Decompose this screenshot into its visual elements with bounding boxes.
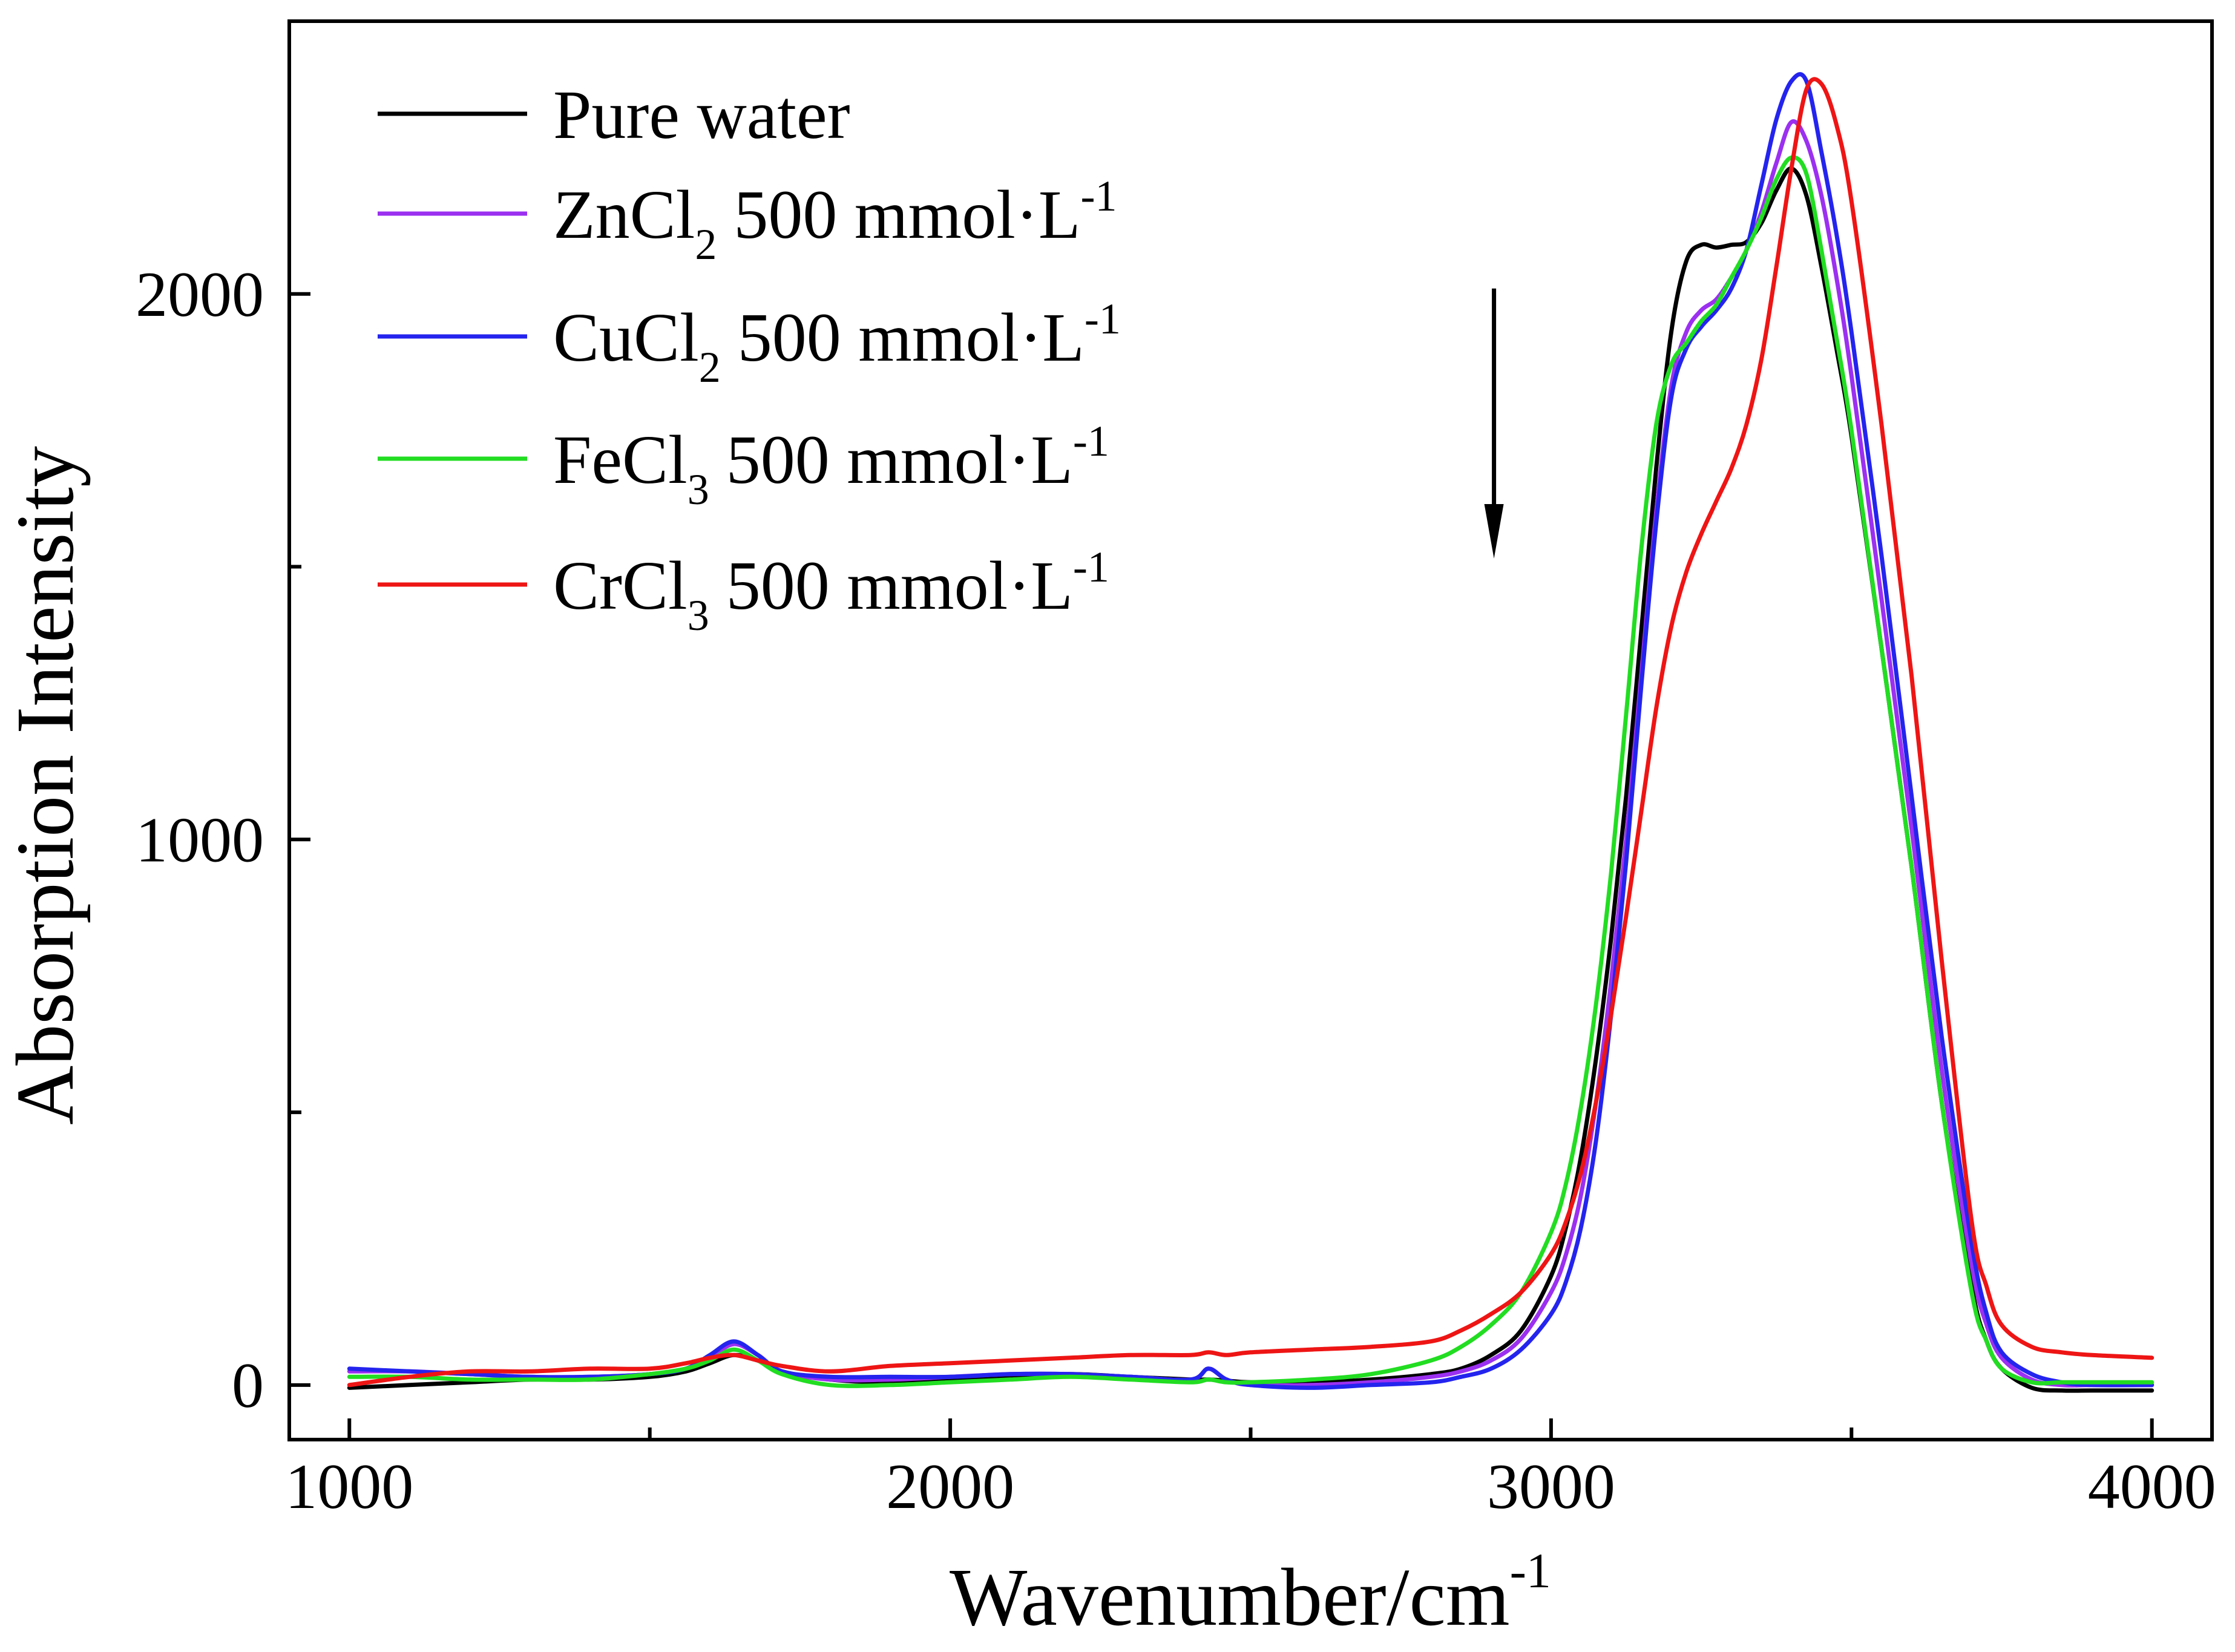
legend-label-superscript: -1 <box>1073 417 1109 465</box>
series-layer <box>347 72 2155 1393</box>
arrow-head <box>1484 504 1504 559</box>
x-tick-label-4000: 4000 <box>2088 1451 2216 1522</box>
legend-label-concentration: 500 mmol·L <box>734 176 1080 253</box>
legend-label-formula: Pure water <box>553 76 850 153</box>
legend-label-formula: CrCl <box>553 547 688 624</box>
y-tick-label-1000: 1000 <box>136 804 264 875</box>
legend-label-concentration: 500 mmol·L <box>726 547 1073 624</box>
legend-label-zncl2: ZnCl2 500 mmol·L-1 <box>553 172 1117 269</box>
annotation-layer <box>1484 288 1504 559</box>
series-line-crcl3 <box>347 77 2155 1388</box>
x-axis-label-text: Wavenumber/cm <box>950 1552 1510 1643</box>
legend-label-crcl3: CrCl3 500 mmol·L-1 <box>553 543 1109 640</box>
legend-entry-fecl3: FeCl3 500 mmol·L-1 <box>378 417 1109 514</box>
x-tick-label-1000: 1000 <box>285 1451 413 1522</box>
axes-layer: 1000 2000 3000 4000 0 1000 2000 <box>136 259 2216 1522</box>
legend-label-formula: FeCl <box>553 421 688 498</box>
legend-entry-pure-water: Pure water <box>378 76 850 153</box>
y-tick-label-2000: 2000 <box>136 259 264 330</box>
legend-label-fecl3: FeCl3 500 mmol·L-1 <box>553 417 1109 514</box>
legend-entry-cucl2: CuCl2 500 mmol·L-1 <box>378 295 1121 392</box>
legend-label-concentration: 500 mmol·L <box>738 299 1085 376</box>
legend-entry-zncl2: ZnCl2 500 mmol·L-1 <box>378 172 1117 269</box>
x-axis-label: Wavenumber/cm-1 <box>950 1543 1551 1643</box>
series-line-zncl2 <box>347 119 2155 1388</box>
legend-label-subscript: 3 <box>688 591 709 640</box>
legend-label-subscript: 2 <box>695 220 717 269</box>
x-tick-label-3000: 3000 <box>1487 1451 1615 1522</box>
legend-label-cucl2: CuCl2 500 mmol·L-1 <box>553 295 1121 392</box>
legend-label-subscript: 3 <box>688 465 709 514</box>
legend-label-pure-water: Pure water <box>553 76 850 153</box>
x-axis-label-superscript: -1 <box>1510 1543 1551 1598</box>
legend: Pure water ZnCl2 500 mmol·L-1 CuCl2 500 mm… <box>378 76 1121 640</box>
legend-label-formula: CuCl <box>553 299 699 376</box>
legend-label-superscript: -1 <box>1085 295 1121 343</box>
legend-label-superscript: -1 <box>1073 543 1109 591</box>
x-tick-label-2000: 2000 <box>886 1451 1014 1522</box>
legend-label-superscript: -1 <box>1080 172 1117 220</box>
legend-label-subscript: 2 <box>699 343 721 392</box>
y-tick-label-0: 0 <box>232 1350 264 1421</box>
series-line-fecl3 <box>347 155 2155 1388</box>
series-line-cucl2 <box>347 72 2155 1390</box>
y-axis-label: Absorption Intensity <box>0 446 91 1125</box>
legend-label-formula: ZnCl <box>553 176 695 253</box>
legend-entry-crcl3: CrCl3 500 mmol·L-1 <box>378 543 1109 640</box>
legend-label-concentration: 500 mmol·L <box>726 421 1073 498</box>
